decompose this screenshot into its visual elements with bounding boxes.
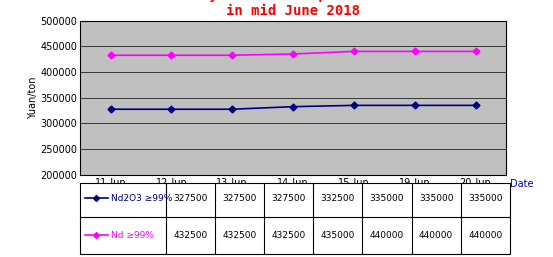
Y-axis label: Yuan/ton: Yuan/ton (28, 76, 38, 119)
FancyBboxPatch shape (80, 183, 510, 254)
Text: Nd2O3 ≥99%: Nd2O3 ≥99% (111, 194, 172, 203)
Text: 440000: 440000 (419, 231, 453, 240)
Text: 432500: 432500 (272, 231, 306, 240)
Text: 440000: 440000 (370, 231, 404, 240)
Text: 432500: 432500 (222, 231, 257, 240)
Title: Neodymium series price trend
in mid June 2018: Neodymium series price trend in mid June… (176, 0, 410, 18)
Text: 327500: 327500 (173, 194, 208, 203)
Text: 435000: 435000 (321, 231, 355, 240)
Text: 335000: 335000 (370, 194, 404, 203)
Text: 432500: 432500 (173, 231, 207, 240)
Text: Nd ≥99%: Nd ≥99% (111, 231, 154, 240)
Text: 335000: 335000 (468, 194, 503, 203)
Text: 327500: 327500 (222, 194, 257, 203)
Text: 332500: 332500 (321, 194, 355, 203)
Text: 327500: 327500 (272, 194, 306, 203)
Text: 335000: 335000 (419, 194, 453, 203)
Text: Date: Date (510, 179, 533, 189)
Text: 440000: 440000 (468, 231, 503, 240)
